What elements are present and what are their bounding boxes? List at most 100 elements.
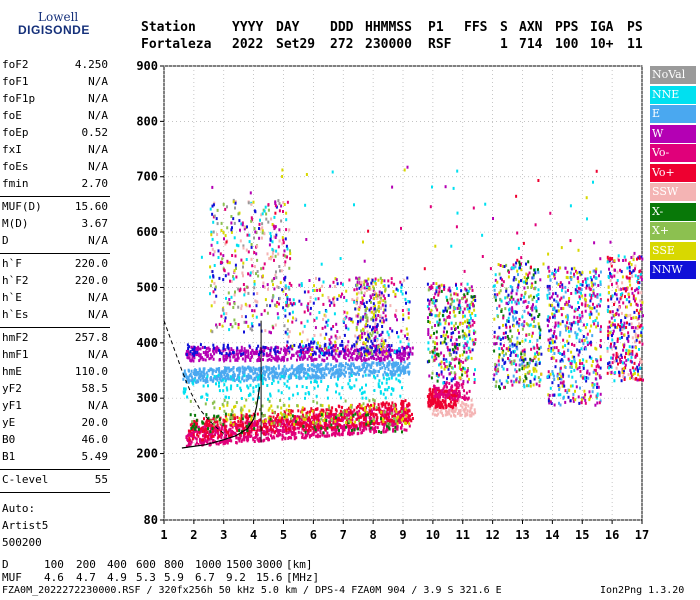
echo-point <box>362 341 365 345</box>
param-row: foF1 N/A <box>2 75 108 92</box>
echo-point <box>315 276 317 280</box>
echo-point <box>238 372 241 375</box>
echo-point <box>222 389 225 393</box>
echo-point <box>338 368 341 372</box>
echo-point <box>367 277 370 281</box>
echo-point <box>463 350 466 354</box>
echo-point <box>250 356 253 359</box>
echo-point <box>358 372 360 376</box>
echo-point <box>298 350 301 353</box>
echo-point <box>373 337 376 340</box>
echo-point <box>337 377 339 381</box>
echo-point <box>250 243 253 246</box>
echo-point <box>247 394 250 397</box>
echo-point <box>272 375 275 379</box>
echo-point <box>459 376 462 380</box>
echo-point <box>450 409 453 413</box>
echo-point <box>224 412 227 416</box>
echo-point <box>278 296 281 300</box>
echo-point <box>347 432 349 436</box>
echo-point <box>242 246 245 250</box>
echo-point <box>386 424 388 428</box>
echo-point <box>206 380 209 384</box>
echo-point <box>282 253 285 257</box>
echo-point <box>370 300 372 304</box>
echo-point <box>286 296 289 299</box>
echo-point <box>212 349 215 353</box>
echo-point <box>327 415 330 419</box>
echo-point <box>272 356 275 360</box>
echo-point <box>267 438 270 442</box>
echo-point <box>410 419 413 423</box>
echo-point <box>403 354 406 358</box>
echo-point <box>470 295 473 299</box>
echo-point <box>280 406 283 410</box>
echo-point <box>454 402 457 405</box>
echo-point <box>454 327 457 331</box>
echo-point <box>396 422 399 426</box>
echo-point <box>328 299 331 303</box>
echo-point <box>357 368 360 372</box>
echo-point <box>376 331 379 335</box>
echo-point <box>277 374 280 378</box>
echo-point <box>251 324 254 328</box>
header-value: 230000 <box>365 37 412 52</box>
echo-point <box>375 413 378 417</box>
echo-point <box>515 261 518 265</box>
echo-point <box>360 346 363 350</box>
echo-point <box>234 201 237 205</box>
echo-point <box>399 362 402 366</box>
echo-point <box>301 410 304 414</box>
echo-point <box>298 426 301 430</box>
echo-point <box>393 282 396 286</box>
param-value: N/A <box>88 348 108 361</box>
echo-point <box>247 291 250 295</box>
echo-point <box>458 343 461 347</box>
echo-point <box>189 423 192 427</box>
echo-point <box>193 348 196 352</box>
echo-point <box>317 367 320 371</box>
echo-point <box>218 322 221 326</box>
echo-point <box>400 418 403 422</box>
echo-point <box>335 409 338 413</box>
echo-point <box>444 337 447 341</box>
echo-point <box>384 339 387 343</box>
echo-point <box>299 424 302 428</box>
echo-point <box>439 395 442 399</box>
echo-point <box>435 336 438 340</box>
echo-point <box>342 428 345 432</box>
echo-point <box>371 371 374 375</box>
echo-point <box>436 408 439 412</box>
echo-point <box>286 332 289 336</box>
autoscaling-info: Artist5 <box>2 519 49 532</box>
echo-point <box>383 308 386 312</box>
echo-point <box>189 352 191 356</box>
echo-point <box>302 371 305 375</box>
echo-point <box>222 231 225 235</box>
echo-point <box>288 409 291 413</box>
echo-point <box>282 435 285 439</box>
echo-point <box>406 357 409 361</box>
echo-point <box>372 398 375 402</box>
echo-point <box>370 419 373 423</box>
echo-point <box>184 372 187 376</box>
echo-point <box>215 370 218 373</box>
echo-point <box>211 279 214 283</box>
echo-point <box>278 357 281 361</box>
echo-point <box>205 392 208 396</box>
echo-point <box>292 369 295 373</box>
echo-point <box>282 201 285 204</box>
echo-point <box>509 354 512 357</box>
echo-point <box>262 371 264 375</box>
echo-point <box>392 428 395 431</box>
echo-point <box>223 376 226 380</box>
echo-point <box>253 280 256 283</box>
echo-point <box>362 428 365 432</box>
echo-point <box>276 414 279 418</box>
echo-point <box>356 417 359 421</box>
echo-point <box>345 326 348 330</box>
echo-point <box>493 335 496 339</box>
echo-point <box>230 221 233 225</box>
echo-point <box>451 348 454 352</box>
echo-point <box>516 336 519 340</box>
